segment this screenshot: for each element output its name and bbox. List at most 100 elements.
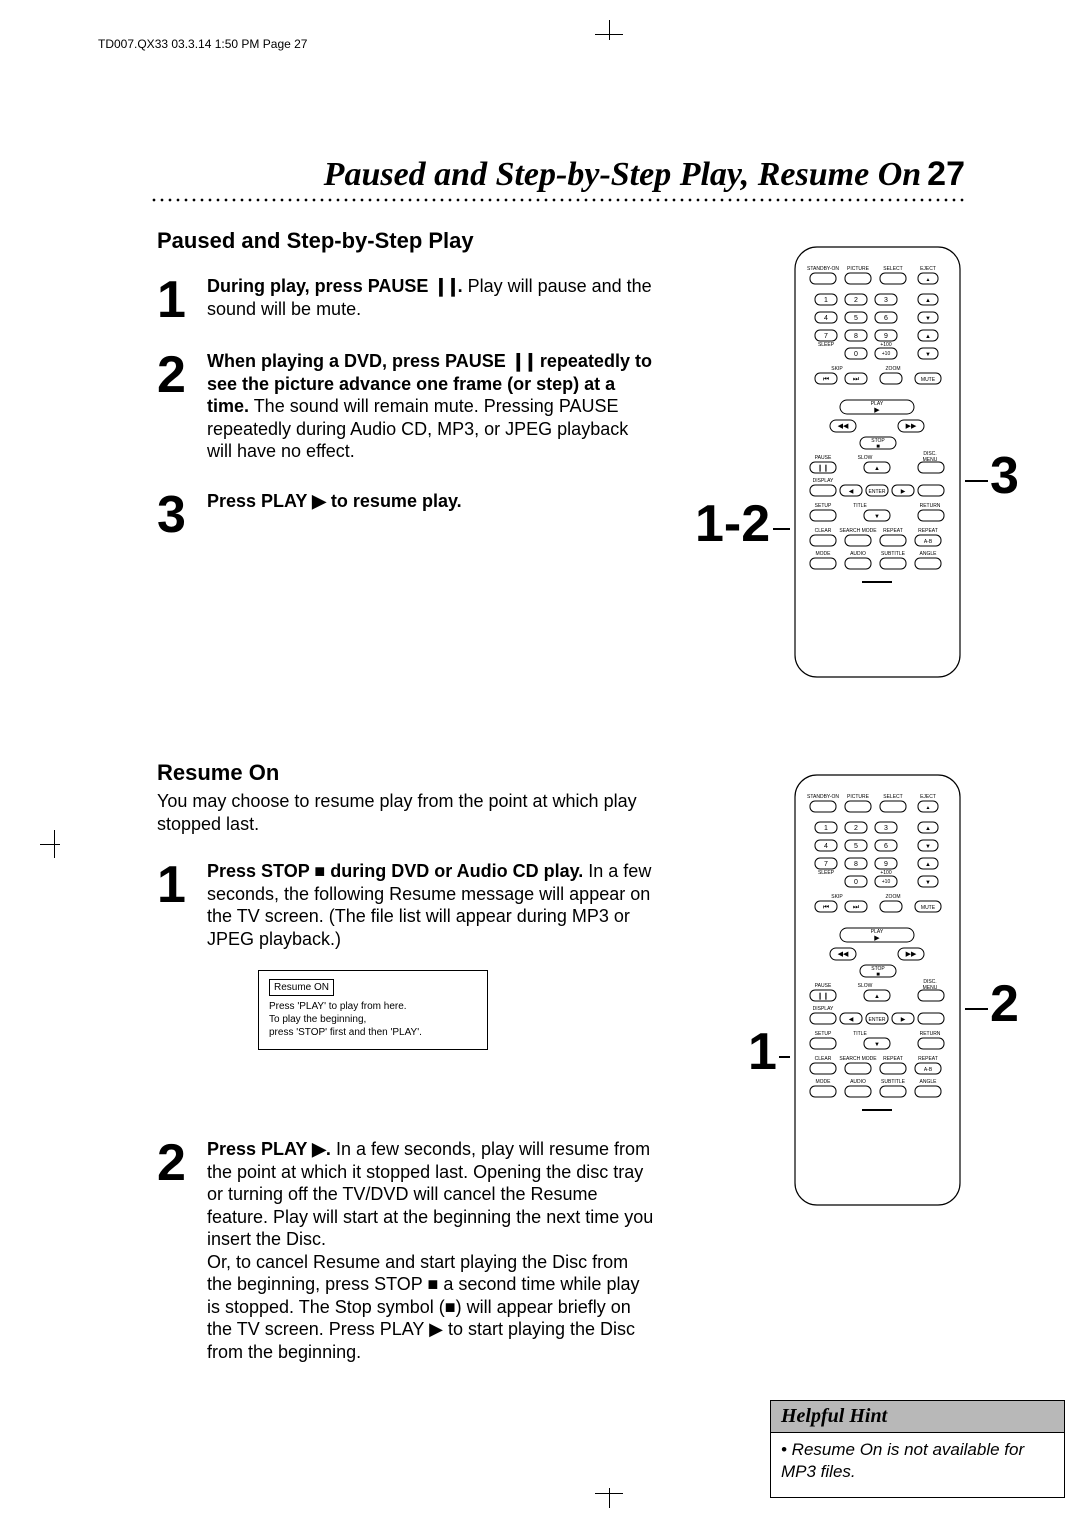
svg-text:ANGLE: ANGLE — [920, 551, 938, 557]
svg-text:SELECT: SELECT — [883, 794, 902, 800]
svg-text:▼: ▼ — [925, 880, 931, 886]
svg-text:A-B: A-B — [924, 539, 933, 545]
svg-text:5: 5 — [854, 843, 858, 850]
svg-text:ENTER: ENTER — [869, 1017, 886, 1023]
svg-text:▶: ▶ — [901, 1017, 906, 1023]
section-heading: Resume On — [157, 760, 279, 786]
svg-text:SKIP: SKIP — [831, 366, 843, 372]
svg-text:9: 9 — [884, 861, 888, 868]
svg-text:SEARCH MODE: SEARCH MODE — [839, 528, 877, 534]
svg-text:4: 4 — [824, 843, 828, 850]
callout-label: 1-2 — [695, 494, 770, 554]
section-intro: You may choose to resume play from the p… — [157, 790, 637, 835]
play-icon: ▶ — [312, 1138, 326, 1161]
svg-text:⏭: ⏭ — [853, 904, 860, 911]
svg-text:DISPLAY: DISPLAY — [813, 478, 834, 484]
svg-text:0: 0 — [854, 879, 858, 886]
svg-text:▲: ▲ — [925, 298, 931, 304]
svg-text:▲: ▲ — [874, 466, 880, 472]
svg-text:+10: +10 — [882, 879, 891, 885]
svg-text:▲: ▲ — [925, 862, 931, 868]
svg-text:▶: ▶ — [901, 489, 906, 495]
svg-text:2: 2 — [854, 825, 858, 832]
svg-text:MUTE: MUTE — [921, 905, 936, 911]
svg-text:MODE: MODE — [816, 551, 832, 557]
svg-text:5: 5 — [854, 315, 858, 322]
svg-text:3: 3 — [884, 825, 888, 832]
svg-text:SETUP: SETUP — [815, 1031, 832, 1037]
osd-line: To play the beginning, — [269, 1013, 477, 1026]
svg-text:SEARCH MODE: SEARCH MODE — [839, 1056, 877, 1062]
svg-text:SLOW: SLOW — [858, 455, 873, 461]
svg-text:SUBTITLE: SUBTITLE — [881, 551, 906, 557]
osd-label: Resume ON — [269, 979, 334, 996]
svg-text:REPEAT: REPEAT — [918, 1056, 938, 1062]
svg-text:1: 1 — [824, 297, 828, 304]
svg-text:■: ■ — [876, 444, 880, 450]
svg-text:7: 7 — [824, 333, 828, 340]
hint-box: Helpful Hint • Resume On is not availabl… — [770, 1400, 1065, 1498]
svg-text:▼: ▼ — [874, 1042, 880, 1048]
svg-text:▲: ▲ — [874, 994, 880, 1000]
svg-text:4: 4 — [824, 315, 828, 322]
svg-text:▶: ▶ — [874, 935, 880, 942]
svg-text:3: 3 — [884, 297, 888, 304]
section-heading: Paused and Step-by-Step Play — [157, 228, 474, 254]
svg-text:6: 6 — [884, 843, 888, 850]
pause-icon: ❙❙ — [433, 276, 457, 296]
stop-icon: ■ — [445, 1297, 456, 1317]
svg-text:0: 0 — [854, 351, 858, 358]
svg-text:CLEAR: CLEAR — [815, 528, 832, 534]
svg-text:MUTE: MUTE — [921, 377, 936, 383]
svg-text:PICTURE: PICTURE — [847, 266, 870, 272]
title-underline — [150, 198, 965, 202]
stop-icon: ■ — [314, 860, 325, 883]
step-2: 2 When playing a DVD, press PAUSE ❙❙ rep… — [157, 350, 657, 463]
svg-text:▲: ▲ — [926, 805, 931, 811]
svg-text:2: 2 — [854, 297, 858, 304]
svg-text:8: 8 — [854, 861, 858, 868]
svg-text:▼: ▼ — [925, 352, 931, 358]
svg-text:MODE: MODE — [816, 1079, 832, 1085]
svg-text:SETUP: SETUP — [815, 503, 832, 509]
svg-text:CLEAR: CLEAR — [815, 1056, 832, 1062]
svg-text:❙❙: ❙❙ — [817, 992, 829, 1000]
hint-body: • Resume On is not available for MP3 fil… — [771, 1433, 1064, 1497]
svg-text:AUDIO: AUDIO — [850, 1079, 866, 1085]
hint-header: Helpful Hint — [771, 1401, 1064, 1433]
play-icon: ▶ — [312, 490, 326, 513]
svg-text:DISPLAY: DISPLAY — [813, 1006, 834, 1012]
svg-text:▲: ▲ — [925, 826, 931, 832]
osd-line: press 'STOP' first and then 'PLAY'. — [269, 1026, 477, 1039]
svg-text:◀: ◀ — [849, 1017, 854, 1023]
svg-text:■: ■ — [876, 972, 880, 978]
svg-text:⏮: ⏮ — [823, 904, 829, 911]
svg-text:PAUSE: PAUSE — [815, 983, 832, 989]
svg-text:RETURN: RETURN — [920, 503, 941, 509]
remote-diagram: STANDBY-ONPICTURESELECTEJECT ▲ 1 2 3 4 5… — [790, 770, 965, 1215]
svg-text:REPEAT: REPEAT — [883, 1056, 903, 1062]
svg-text:+100: +100 — [880, 342, 891, 348]
svg-text:PICTURE: PICTURE — [847, 794, 870, 800]
svg-text:1: 1 — [824, 825, 828, 832]
osd-line: Press 'PLAY' to play from here. — [269, 1000, 477, 1013]
svg-text:SLEEP: SLEEP — [818, 342, 835, 348]
svg-text:TITLE: TITLE — [853, 503, 867, 509]
svg-text:ZOOM: ZOOM — [886, 894, 901, 900]
svg-text:9: 9 — [884, 333, 888, 340]
svg-text:◀◀: ◀◀ — [838, 951, 849, 958]
svg-text:SUBTITLE: SUBTITLE — [881, 1079, 906, 1085]
svg-text:▲: ▲ — [925, 334, 931, 340]
svg-text:RETURN: RETURN — [920, 1031, 941, 1037]
svg-text:▶▶: ▶▶ — [906, 951, 917, 958]
svg-text:SLOW: SLOW — [858, 983, 873, 989]
svg-text:◀: ◀ — [849, 489, 854, 495]
svg-text:TITLE: TITLE — [853, 1031, 867, 1037]
svg-text:ENTER: ENTER — [869, 489, 886, 495]
step-1: 1 During play, press PAUSE ❙❙. Play will… — [157, 275, 657, 320]
step-1: 1 Press STOP ■ during DVD or Audio CD pl… — [157, 860, 657, 950]
svg-text:▶▶: ▶▶ — [906, 423, 917, 430]
svg-text:A-B: A-B — [924, 1067, 933, 1073]
svg-text:SELECT: SELECT — [883, 266, 902, 272]
page-header: TD007.QX33 03.3.14 1:50 PM Page 27 — [98, 37, 307, 51]
